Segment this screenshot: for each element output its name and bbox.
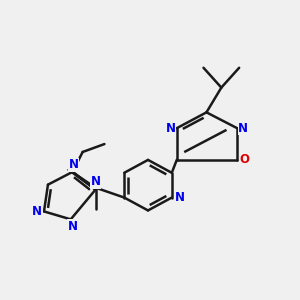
Text: N: N <box>238 122 248 135</box>
Text: N: N <box>68 220 78 233</box>
Text: N: N <box>32 205 42 218</box>
Text: N: N <box>175 191 185 204</box>
Text: N: N <box>69 158 79 171</box>
Text: O: O <box>239 153 249 167</box>
Text: N: N <box>166 122 176 135</box>
Text: N: N <box>91 175 100 188</box>
